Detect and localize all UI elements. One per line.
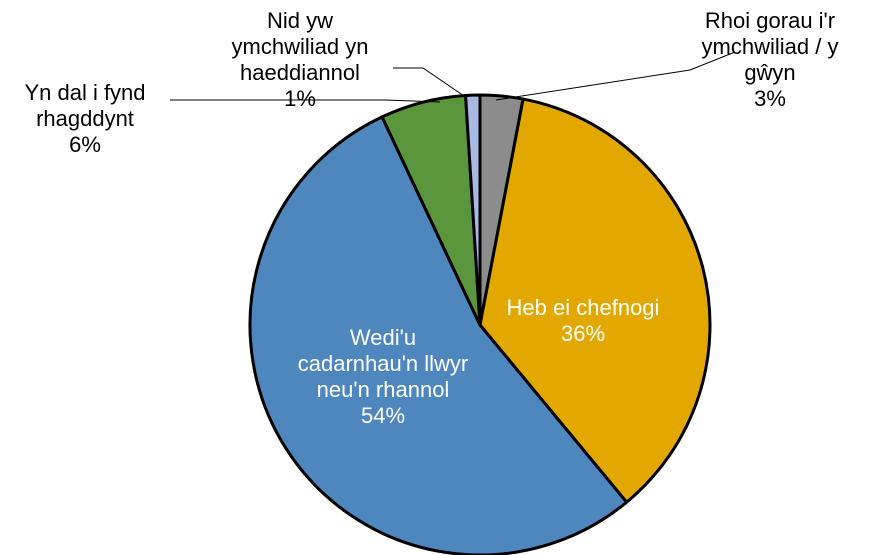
pie-slice — [248, 115, 629, 555]
slice-label-line: rhagddynt — [36, 106, 134, 131]
pie-slices — [248, 93, 712, 555]
slice-label: Nid yw ymchwiliad yn haeddiannol 1% — [232, 8, 369, 111]
pie-slice — [478, 97, 712, 504]
slice-label-line: ymchwiliad / y — [702, 34, 839, 59]
slice-label-line: Heb ei chefnogi — [507, 295, 660, 320]
leader-line — [170, 99, 441, 103]
slice-label: Yn dal i fynd rhagddynt 6% — [24, 80, 145, 157]
slice-label-line: cadarnhau'n llwyr — [298, 351, 469, 376]
slice-label: Heb ei chefnogi 36% — [507, 295, 660, 346]
slice-label-line: neu'n rhannol — [317, 377, 450, 402]
slice-label: Rhoi gorau i'r ymchwiliad / y gŵyn 3% — [702, 8, 839, 111]
leader-line — [495, 51, 736, 101]
slice-percent: 6% — [69, 132, 101, 157]
slice-label-line: gŵyn — [744, 60, 795, 85]
slice-percent: 3% — [754, 86, 786, 111]
slice-percent: 54% — [361, 403, 405, 428]
slice-label: Wedi'u cadarnhau'n llwyr neu'n rhannol 54% — [298, 325, 469, 428]
pie-slice — [464, 93, 482, 327]
slice-label-line: ymchwiliad yn — [232, 34, 369, 59]
slice-label-line: haeddiannol — [240, 60, 360, 85]
slice-label-line: Yn dal i fynd — [24, 80, 145, 105]
slice-label-line: Nid yw — [267, 8, 333, 33]
leader-line — [393, 67, 468, 99]
slice-label-line: Wedi'u — [350, 325, 416, 350]
slice-percent: 36% — [561, 321, 605, 346]
slice-percent: 1% — [284, 86, 316, 111]
slice-label-line: Rhoi gorau i'r — [705, 8, 835, 33]
